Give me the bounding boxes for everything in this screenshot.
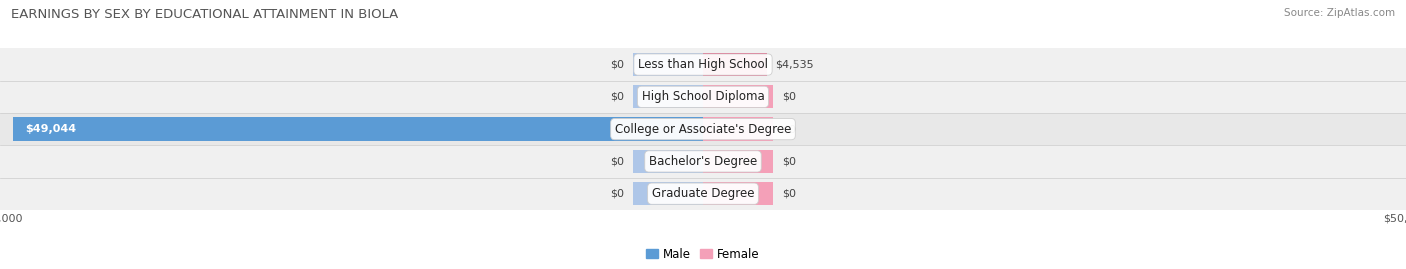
Text: $0: $0 [610, 92, 624, 102]
Text: Source: ZipAtlas.com: Source: ZipAtlas.com [1284, 8, 1395, 18]
Bar [703, 182, 773, 205]
Text: $0: $0 [782, 189, 796, 199]
Legend: Male, Female: Male, Female [641, 243, 765, 265]
Text: Less than High School: Less than High School [638, 58, 768, 71]
Text: $4,535: $4,535 [775, 59, 814, 70]
Bar [633, 85, 703, 108]
Bar [703, 150, 773, 173]
Bar [0, 145, 1406, 178]
Bar [703, 118, 773, 141]
Text: $49,044: $49,044 [25, 124, 76, 134]
Bar [703, 85, 773, 108]
Text: $0: $0 [782, 124, 796, 134]
Bar [703, 53, 766, 76]
Bar [0, 113, 1406, 145]
Bar [0, 48, 1406, 81]
Bar [0, 81, 1406, 113]
Text: $0: $0 [610, 156, 624, 167]
Text: $0: $0 [610, 59, 624, 70]
Bar [14, 118, 703, 141]
Text: College or Associate's Degree: College or Associate's Degree [614, 123, 792, 136]
Text: Bachelor's Degree: Bachelor's Degree [650, 155, 756, 168]
Bar [0, 178, 1406, 210]
Text: High School Diploma: High School Diploma [641, 90, 765, 103]
Bar [633, 150, 703, 173]
Text: $0: $0 [610, 189, 624, 199]
Text: EARNINGS BY SEX BY EDUCATIONAL ATTAINMENT IN BIOLA: EARNINGS BY SEX BY EDUCATIONAL ATTAINMEN… [11, 8, 398, 21]
Text: Graduate Degree: Graduate Degree [652, 187, 754, 200]
Text: $0: $0 [782, 156, 796, 167]
Bar [633, 53, 703, 76]
Bar [633, 182, 703, 205]
Text: $0: $0 [782, 92, 796, 102]
